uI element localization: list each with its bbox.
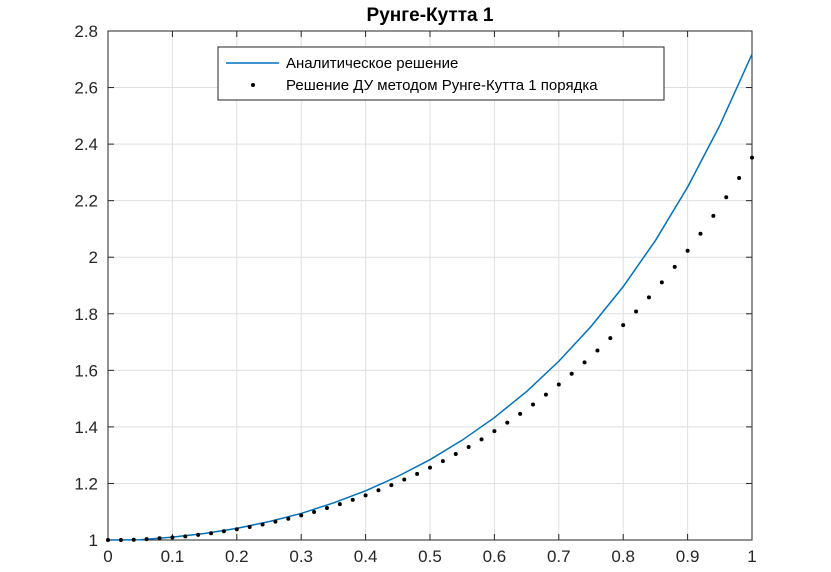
x-tick-label: 0.6 <box>483 547 507 566</box>
rk-point <box>389 483 394 488</box>
y-tick-label: 2.8 <box>74 22 98 41</box>
rk-point <box>428 465 432 470</box>
series-layer <box>106 53 754 542</box>
rk-point <box>685 248 690 253</box>
rk-point <box>234 527 239 532</box>
rk-point <box>273 519 278 524</box>
x-tick-label: 0.5 <box>418 547 442 566</box>
rk-point <box>646 295 651 300</box>
rk-point <box>402 477 407 482</box>
rk-point <box>415 471 420 476</box>
x-tick-label: 0.1 <box>161 547 185 566</box>
rk-point <box>312 510 317 515</box>
chart-title: Рунге-Кутта 1 <box>367 5 494 26</box>
rk-point <box>505 420 510 425</box>
rk-point <box>608 336 613 341</box>
rk-point <box>737 176 742 181</box>
series-analytic-line <box>107 53 753 541</box>
rk-point <box>543 392 548 397</box>
y-tick-label: 1 <box>89 531 98 550</box>
rk-point <box>724 195 729 200</box>
rk-point <box>518 411 523 416</box>
grid <box>107 30 753 541</box>
rk-point <box>144 537 149 542</box>
rk-point <box>196 532 201 537</box>
rk-point <box>299 513 304 518</box>
rk-point <box>453 452 458 457</box>
rk-point <box>531 402 536 407</box>
x-tick-label: 1 <box>747 547 756 566</box>
rk-point <box>595 348 600 353</box>
rk-point <box>440 459 445 464</box>
x-tick-label: 0.7 <box>547 547 571 566</box>
y-tick-label: 2 <box>89 248 98 267</box>
rk-point <box>157 536 162 541</box>
rk-point <box>492 429 497 434</box>
rk-point <box>170 535 175 540</box>
x-tick-label: 0.8 <box>611 547 635 566</box>
rk-point <box>569 371 574 376</box>
rk-point <box>479 437 484 442</box>
rk-point <box>659 280 664 285</box>
rk-point <box>363 493 368 498</box>
x-tick-label: 0.3 <box>289 547 313 566</box>
rk-point <box>582 360 587 365</box>
rk-point <box>209 531 214 536</box>
rk-point <box>247 524 252 529</box>
rk-point <box>376 488 381 493</box>
rk-point <box>466 444 471 449</box>
x-tick-label: 0.9 <box>676 547 700 566</box>
rk-point <box>221 529 226 534</box>
legend-marker-sample <box>251 83 255 87</box>
tick-labels: 0 0.1 0.2 0.3 0.4 0.5 0.6 0.7 0.8 0.9 1 1 1.2 1.4 1.6 1… <box>74 22 756 566</box>
rk-point <box>698 231 703 236</box>
rk-point <box>118 538 123 542</box>
rk-point <box>131 537 136 542</box>
x-tick-label: 0.2 <box>225 547 249 566</box>
rk-point <box>556 382 561 387</box>
legend-box <box>217 46 665 101</box>
rk-point <box>750 155 754 160</box>
legend: Аналитическое решение Решение ДУ методом… <box>217 46 665 101</box>
y-tick-label: 1.8 <box>74 305 98 324</box>
y-tick-label: 1.4 <box>74 418 98 437</box>
legend-label-analytic: Аналитическое решение <box>286 55 458 72</box>
y-tick-label: 2.4 <box>74 135 98 154</box>
rk-point <box>286 516 291 521</box>
x-tick-label: 0.4 <box>354 547 378 566</box>
rk-point <box>634 309 639 314</box>
x-tick-label: 0 <box>103 547 112 566</box>
legend-label-runge-kutta: Решение ДУ методом Рунге-Кутта 1 порядка <box>286 77 598 94</box>
rk-point <box>621 323 626 328</box>
y-tick-label: 1.2 <box>74 474 98 493</box>
rk-point <box>324 506 329 511</box>
y-tick-label: 2.2 <box>74 192 98 211</box>
rk-point <box>672 264 677 269</box>
rk-point <box>183 534 188 539</box>
rk-point <box>711 213 716 218</box>
rk-point <box>350 497 355 502</box>
y-tick-label: 1.6 <box>74 361 98 380</box>
y-tick-label: 2.6 <box>74 79 98 98</box>
rk-point <box>106 538 110 542</box>
rk-point <box>337 502 342 507</box>
rk-point <box>260 522 265 527</box>
